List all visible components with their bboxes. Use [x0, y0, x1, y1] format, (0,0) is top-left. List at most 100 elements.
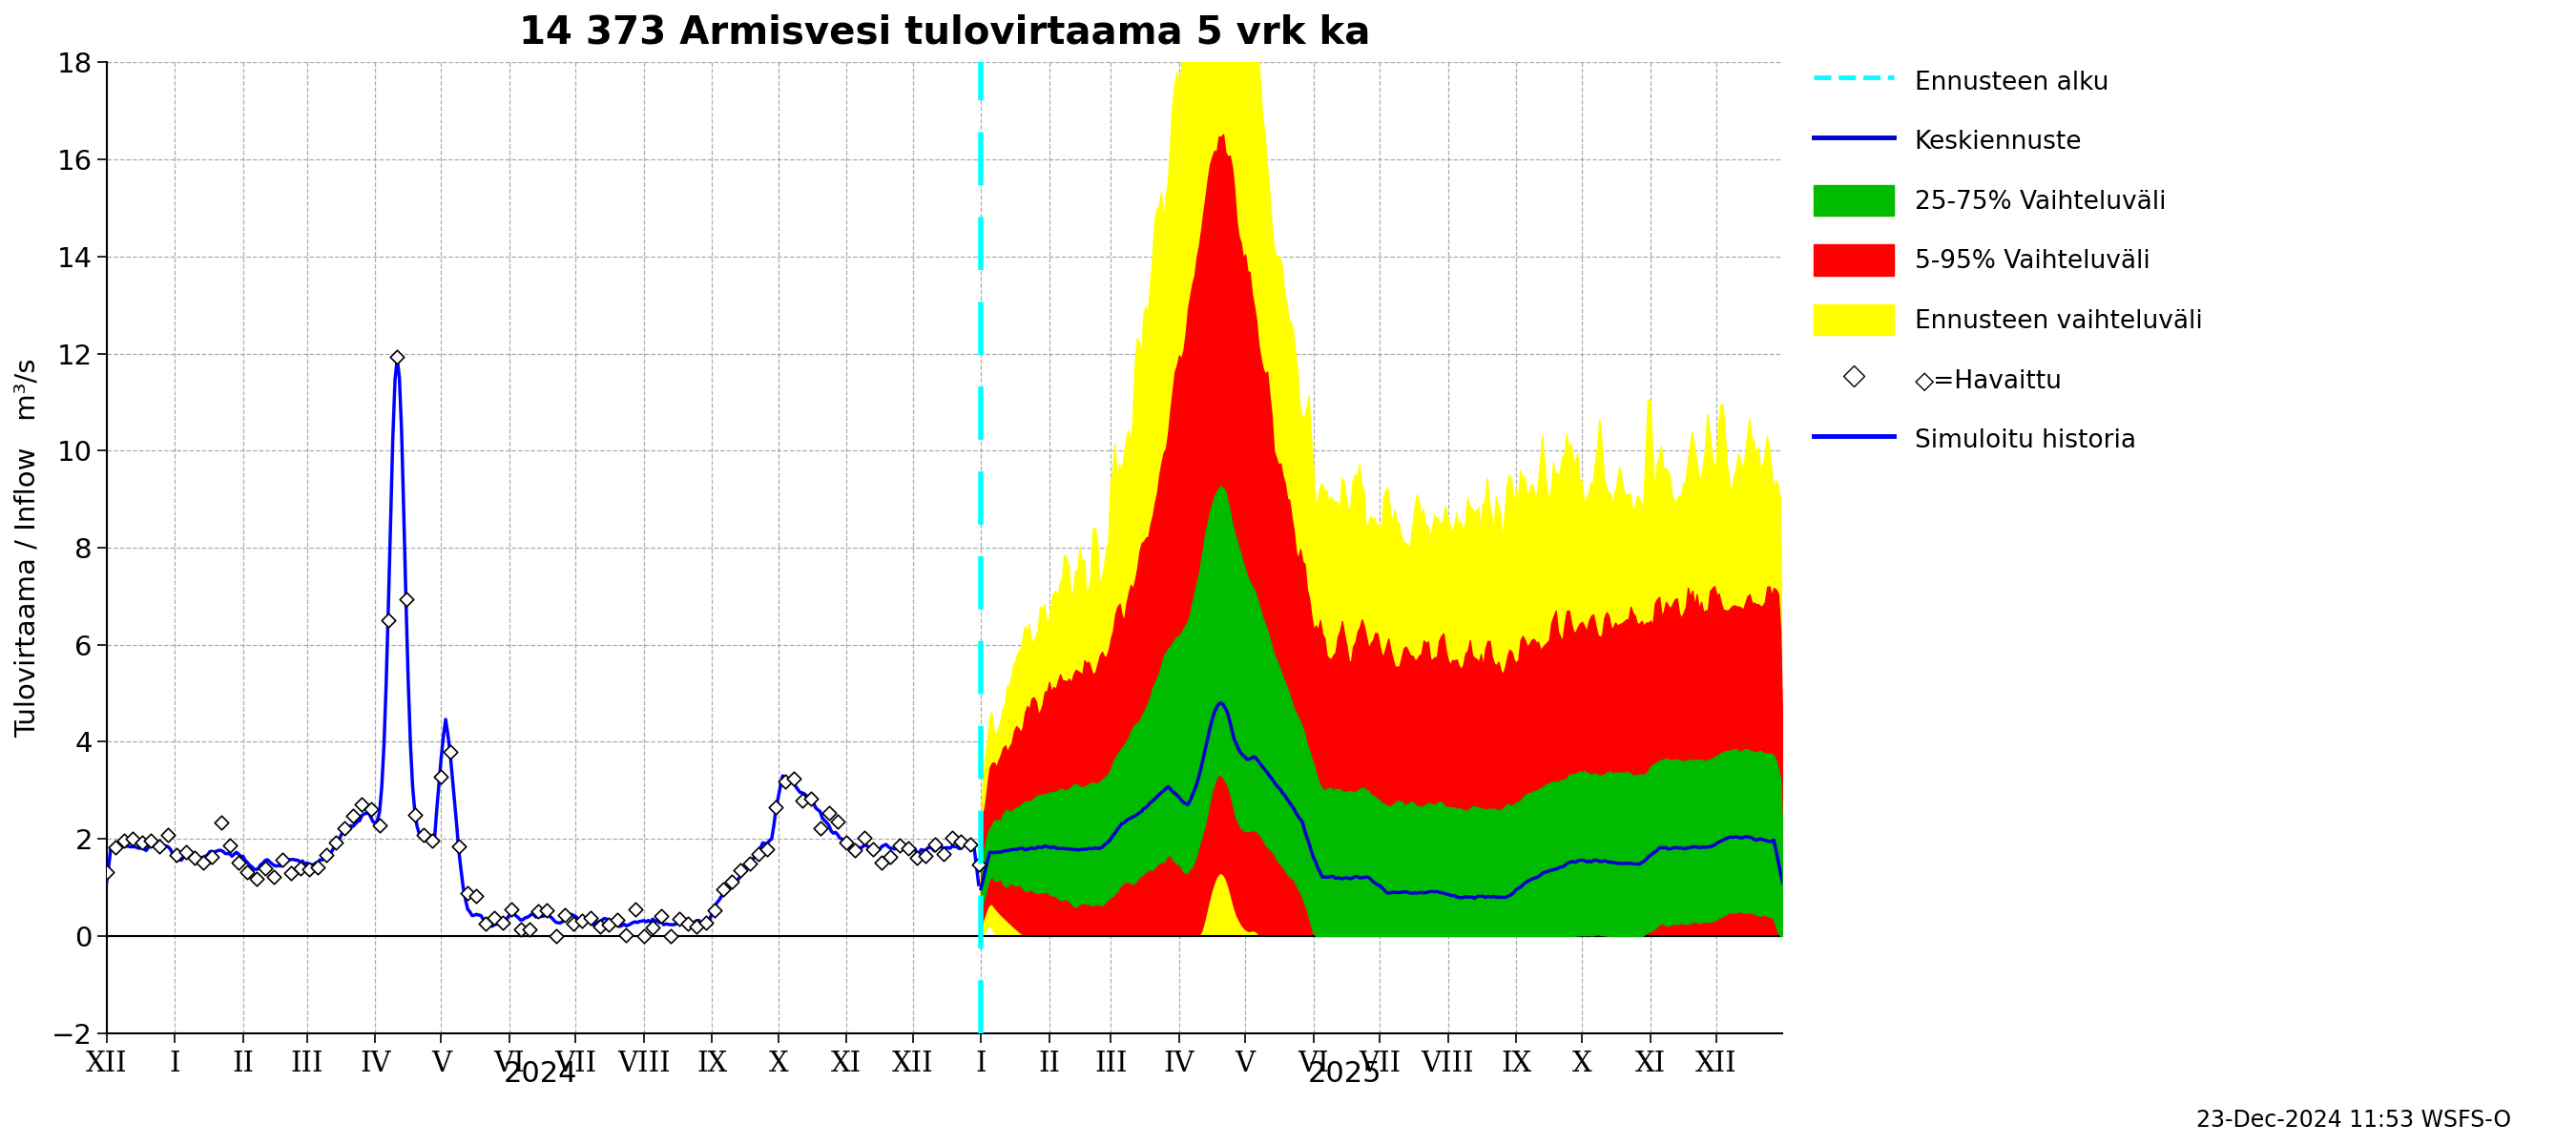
Point	[799, 820, 840, 838]
Point	[649, 926, 690, 945]
Point	[791, 789, 832, 807]
Point	[314, 832, 355, 851]
Point	[667, 914, 708, 932]
Point	[252, 868, 294, 886]
Point	[675, 917, 716, 935]
Point	[438, 838, 479, 856]
Point	[933, 829, 974, 847]
Point	[394, 806, 435, 824]
Point	[420, 767, 461, 785]
Point	[835, 842, 876, 860]
Text: 2024: 2024	[502, 1059, 577, 1088]
Point	[201, 813, 242, 831]
Point	[332, 806, 374, 824]
Point	[765, 773, 806, 791]
Point	[889, 839, 930, 858]
Point	[474, 909, 515, 927]
Point	[860, 854, 902, 872]
Point	[234, 870, 276, 889]
Point	[500, 921, 541, 939]
Point	[296, 859, 337, 877]
Point	[755, 798, 796, 816]
Point	[227, 863, 268, 882]
Point	[492, 900, 533, 918]
Point	[711, 872, 752, 891]
Point	[113, 829, 155, 847]
Point	[896, 848, 938, 867]
Point	[430, 742, 471, 760]
Point	[507, 921, 549, 939]
Point	[544, 906, 585, 924]
Point	[307, 846, 348, 864]
Point	[605, 926, 647, 945]
Point	[358, 816, 399, 835]
Point	[209, 836, 250, 854]
Point	[598, 910, 639, 929]
Point	[958, 855, 999, 874]
Point	[693, 901, 734, 919]
Point	[817, 813, 858, 831]
Point	[737, 844, 778, 862]
Point	[809, 804, 850, 822]
Point	[191, 847, 232, 866]
Point	[448, 884, 489, 902]
Point	[783, 791, 824, 810]
Point	[569, 908, 611, 926]
Point	[587, 915, 629, 933]
Point	[386, 590, 428, 608]
Point	[659, 909, 701, 927]
Point	[871, 847, 912, 866]
Point	[641, 907, 683, 925]
Point	[412, 832, 453, 851]
Point	[562, 911, 603, 930]
Point	[554, 914, 595, 932]
Point	[623, 926, 665, 945]
Point	[827, 832, 868, 851]
Point	[270, 864, 312, 883]
Point	[350, 800, 392, 819]
Point	[853, 840, 894, 859]
Point	[343, 795, 384, 813]
Point	[157, 846, 198, 864]
Point	[536, 926, 577, 945]
Point	[464, 914, 505, 932]
Point	[526, 901, 567, 919]
Point	[281, 860, 322, 878]
Legend: Ennusteen alku, Keskiennuste, 25-75% Vaihteluväli, 5-95% Vaihteluväli, Ennusteen: Ennusteen alku, Keskiennuste, 25-75% Vai…	[1803, 56, 2213, 465]
Point	[129, 831, 170, 850]
Point	[368, 610, 410, 629]
Point	[518, 902, 559, 921]
Point	[703, 881, 744, 899]
Point	[747, 840, 788, 859]
Point	[85, 863, 126, 882]
Point	[948, 835, 989, 853]
Point	[631, 918, 672, 937]
Point	[219, 853, 260, 871]
Point	[482, 914, 523, 932]
Point	[878, 836, 920, 854]
Point	[685, 914, 726, 932]
Point	[456, 887, 497, 906]
Text: 23-Dec-2024 11:53 WSFS-O: 23-Dec-2024 11:53 WSFS-O	[2197, 1108, 2512, 1131]
Point	[773, 769, 814, 788]
Point	[922, 845, 963, 863]
Point	[289, 860, 330, 878]
Point	[580, 917, 621, 935]
Point	[175, 848, 216, 867]
Point	[121, 832, 162, 851]
Point	[914, 836, 956, 854]
Point	[904, 846, 945, 864]
Point	[325, 820, 366, 838]
Point	[183, 854, 224, 872]
Point	[721, 861, 762, 879]
Point	[103, 831, 144, 850]
Point	[940, 832, 981, 851]
Point	[139, 837, 180, 855]
Point	[95, 838, 137, 856]
Text: 2025: 2025	[1309, 1059, 1381, 1088]
Point	[376, 347, 417, 365]
Point	[245, 859, 286, 877]
Title: 14 373 Armisvesi tulovirtaama 5 vrk ka: 14 373 Armisvesi tulovirtaama 5 vrk ka	[518, 14, 1370, 53]
Point	[263, 851, 304, 869]
Point	[165, 843, 206, 861]
